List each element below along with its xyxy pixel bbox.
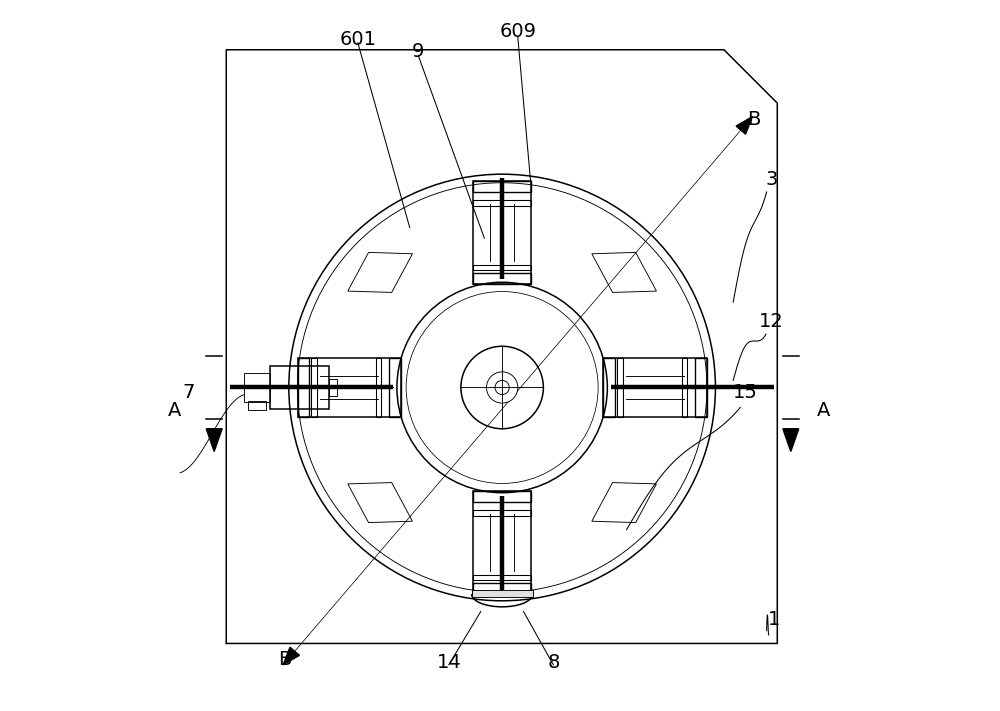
Text: A: A <box>817 402 830 420</box>
Bar <box>473 264 531 270</box>
Bar <box>617 358 623 417</box>
Bar <box>270 366 329 409</box>
Polygon shape <box>283 647 299 665</box>
Bar <box>298 358 401 417</box>
Bar <box>298 358 309 417</box>
Bar <box>473 272 531 284</box>
Bar <box>473 510 531 516</box>
Bar <box>603 358 707 417</box>
Text: 12: 12 <box>759 312 784 331</box>
Text: B: B <box>747 110 761 129</box>
Text: 14: 14 <box>436 653 461 672</box>
Text: 3: 3 <box>765 170 778 188</box>
Text: 609: 609 <box>499 23 536 41</box>
Bar <box>473 181 531 192</box>
Text: 1: 1 <box>768 611 780 629</box>
Polygon shape <box>736 117 752 134</box>
Bar <box>473 582 531 594</box>
Bar <box>472 590 533 597</box>
Bar <box>603 358 615 417</box>
Text: 9: 9 <box>412 42 424 60</box>
Polygon shape <box>783 429 799 451</box>
Polygon shape <box>206 429 222 451</box>
Bar <box>473 574 531 580</box>
Bar <box>473 491 531 594</box>
Circle shape <box>486 372 518 403</box>
Text: 7: 7 <box>182 383 195 402</box>
Bar <box>329 378 337 397</box>
Text: B: B <box>279 651 292 669</box>
Bar <box>695 358 707 417</box>
Bar <box>473 181 531 284</box>
Text: 601: 601 <box>339 30 376 48</box>
Bar <box>682 358 687 417</box>
Bar <box>389 358 401 417</box>
Bar <box>473 491 531 502</box>
Bar <box>376 358 381 417</box>
Bar <box>311 358 317 417</box>
Bar <box>244 373 270 402</box>
Bar <box>473 201 531 206</box>
Text: 8: 8 <box>547 653 560 672</box>
Bar <box>248 401 266 410</box>
Text: 15: 15 <box>733 383 758 402</box>
Text: A: A <box>168 402 181 420</box>
